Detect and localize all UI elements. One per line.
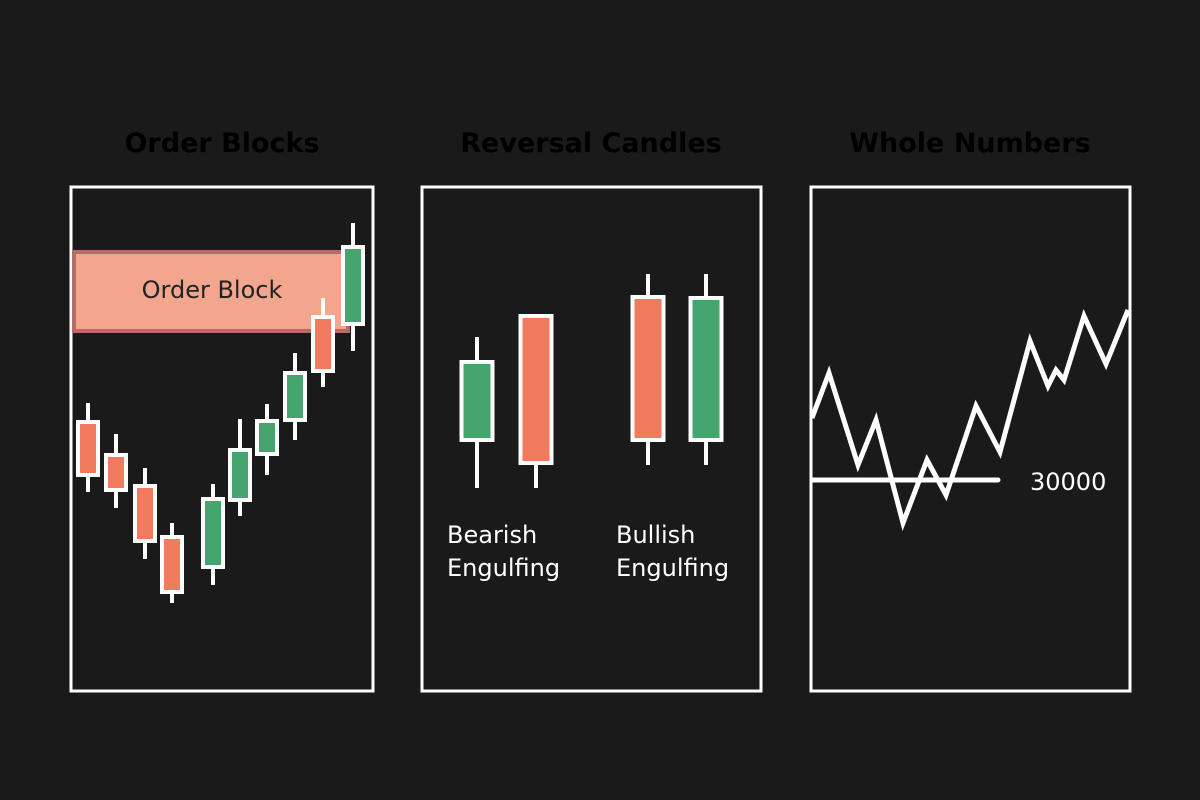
bullish-candle — [688, 274, 724, 465]
order-block-label: Order Block — [142, 276, 283, 304]
bearish-candle — [76, 403, 100, 492]
order-block-zone: Order Block — [72, 250, 350, 333]
reversal-candles — [459, 274, 724, 488]
bullish-engulfing-label-line1: Bullish — [616, 521, 695, 549]
bearish-candle — [160, 523, 184, 603]
bullish-candle — [201, 484, 225, 585]
candle-body — [228, 448, 252, 502]
candle-body — [283, 371, 307, 422]
bearish-candle — [133, 468, 157, 559]
candle-body — [688, 296, 724, 442]
panel-frame-order-blocks — [69, 185, 375, 693]
bearish-engulfing-label-line2: Engulfing — [447, 554, 560, 582]
bearish-engulfing-label-line1: Bearish — [447, 521, 537, 549]
candle-body — [311, 315, 335, 373]
panel-frame-whole-numbers — [809, 185, 1132, 693]
bullish-candle — [283, 353, 307, 440]
panel-frame-reversal-candles — [420, 185, 763, 693]
candle-body — [518, 314, 554, 465]
bullish-candle — [341, 223, 365, 351]
candle-body — [459, 360, 495, 442]
whole-number-level-label: 30000 — [1030, 468, 1106, 496]
bearish-candle — [630, 274, 666, 465]
price-line — [809, 309, 1131, 532]
bearish-candle — [311, 298, 335, 387]
candle-body — [133, 484, 157, 543]
order-block-candles — [76, 223, 365, 603]
bullish-candle — [459, 337, 495, 488]
panel-title-whole-numbers: Whole Numbers — [849, 128, 1091, 159]
candle-body — [104, 453, 128, 492]
candle-body — [160, 535, 184, 594]
bearish-candle — [518, 314, 554, 488]
candle-body — [341, 245, 365, 326]
bearish-candle — [104, 434, 128, 508]
bullish-candle — [228, 419, 252, 516]
bullish-engulfing-label-line2: Engulfing — [616, 554, 729, 582]
candle-body — [630, 295, 666, 442]
candle-body — [255, 419, 279, 456]
bullish-candle — [255, 404, 279, 475]
panel-title-reversal-candles: Reversal Candles — [460, 128, 722, 159]
candle-body — [201, 497, 225, 569]
panel-title-order-blocks: Order Blocks — [124, 128, 319, 159]
candle-body — [76, 420, 100, 477]
